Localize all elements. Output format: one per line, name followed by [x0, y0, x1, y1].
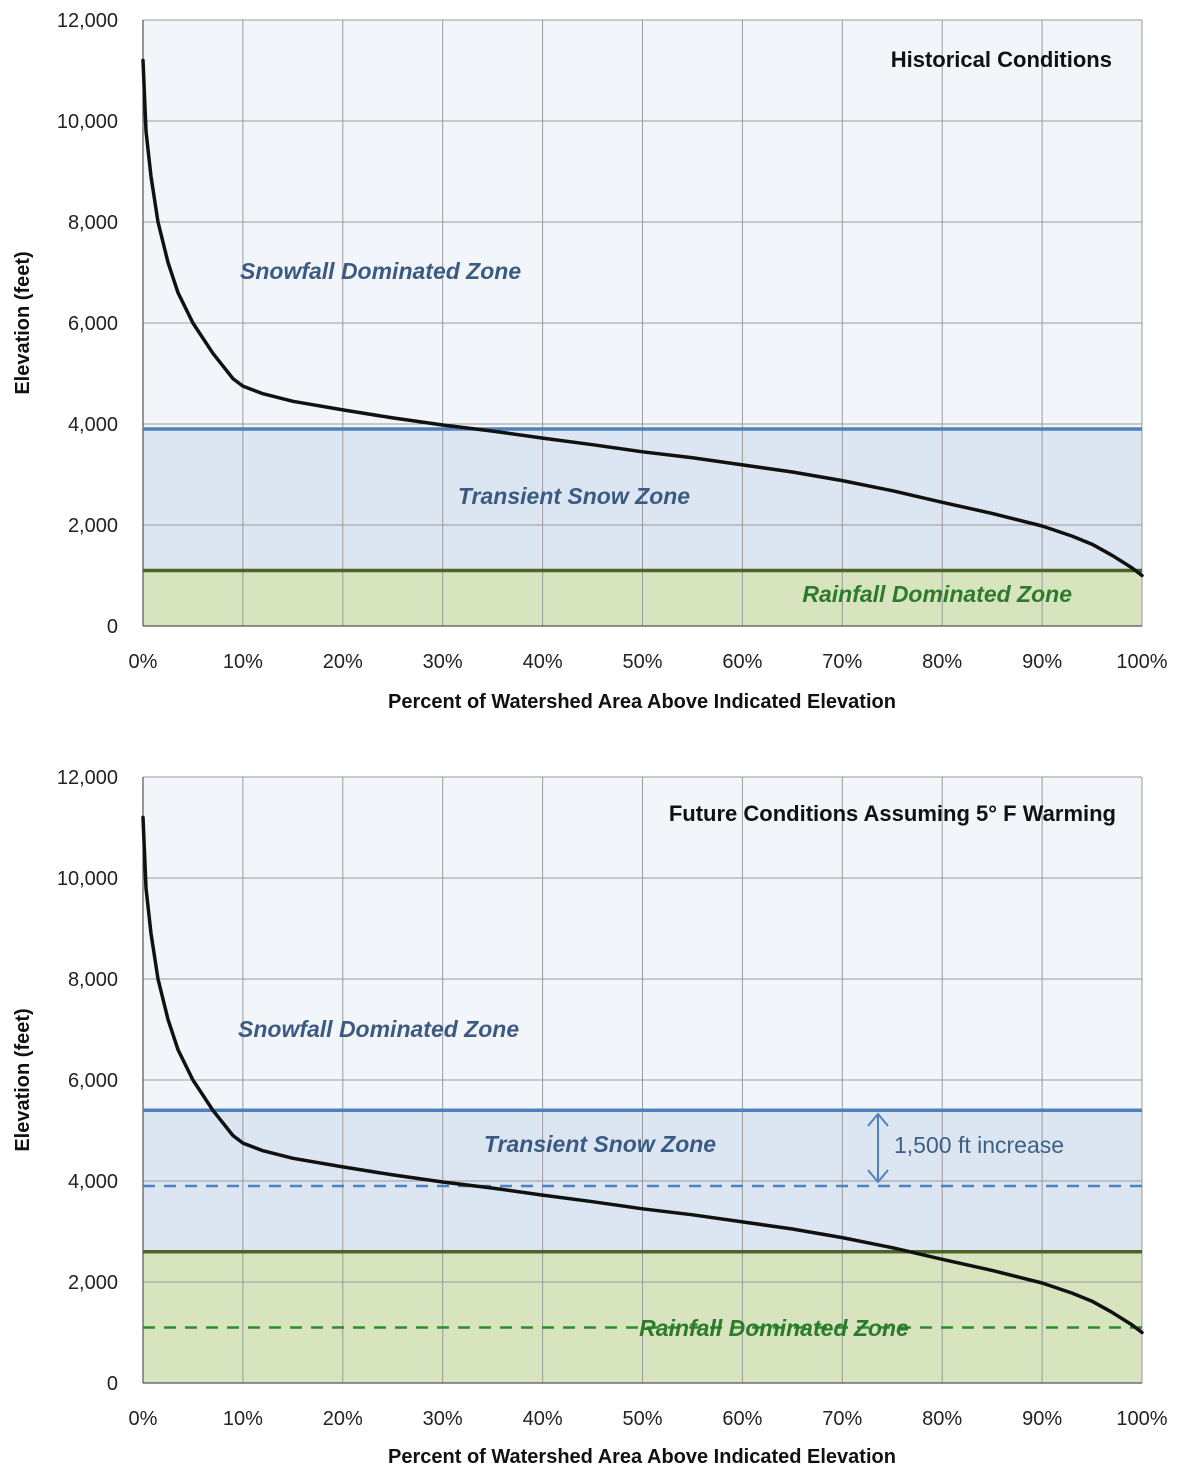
- y-tick-label: 0: [107, 616, 118, 638]
- x-tick-label: 30%: [423, 651, 463, 673]
- y-tick-label: 12,000: [57, 10, 118, 32]
- chart-title: Historical Conditions: [891, 47, 1112, 72]
- x-tick-label: 30%: [423, 1408, 463, 1430]
- y-tick-label: 6,000: [68, 313, 118, 335]
- x-tick-label: 80%: [922, 651, 962, 673]
- x-tick-label: 60%: [722, 1408, 762, 1430]
- y-axis-label: Elevation (feet): [12, 251, 34, 394]
- y-tick-label: 12,000: [57, 767, 118, 789]
- x-tick-label: 50%: [622, 1408, 662, 1430]
- x-tick-label: 90%: [1022, 1408, 1062, 1430]
- y-tick-label: 8,000: [68, 969, 118, 991]
- y-tick-label: 2,000: [68, 1272, 118, 1294]
- x-tick-label: 100%: [1116, 1408, 1167, 1430]
- y-tick-label: 2,000: [68, 515, 118, 537]
- y-tick-label: 10,000: [57, 868, 118, 890]
- zone-label-rainfall: Rainfall Dominated Zone: [639, 1315, 909, 1341]
- x-tick-label: 0%: [129, 651, 158, 673]
- zone-label-snowfall: Snowfall Dominated Zone: [240, 258, 521, 284]
- y-tick-label: 10,000: [57, 111, 118, 133]
- hypsometric-curve-line: [141, 58, 1144, 578]
- x-axis-label: Percent of Watershed Area Above Indicate…: [388, 1446, 896, 1468]
- chart-title: Future Conditions Assuming 5° F Warming: [669, 801, 1116, 826]
- x-tick-label: 40%: [523, 651, 563, 673]
- x-tick-label: 70%: [822, 1408, 862, 1430]
- y-tick-label: 6,000: [68, 1070, 118, 1092]
- x-tick-label: 80%: [922, 1408, 962, 1430]
- x-tick-label: 20%: [323, 651, 363, 673]
- y-tick-label: 0: [107, 1373, 118, 1395]
- zone-label-transient: Transient Snow Zone: [458, 483, 690, 509]
- x-tick-label: 10%: [223, 651, 263, 673]
- x-tick-label: 10%: [223, 1408, 263, 1430]
- zone-label-rainfall: Rainfall Dominated Zone: [802, 581, 1072, 607]
- y-tick-label: 4,000: [68, 1171, 118, 1193]
- historical-chart-panel: 0% 10% 20% 30% 40% 50% 60% 70% 80% 90% 100% 0 2,000 4…: [12, 10, 1168, 713]
- x-tick-label: 60%: [722, 651, 762, 673]
- x-tick-label: 90%: [1022, 651, 1062, 673]
- increase-annotation: 1,500 ft increase: [894, 1132, 1064, 1158]
- y-tick-label: 8,000: [68, 212, 118, 234]
- increase-arrow: [867, 1112, 889, 1184]
- zone-label-transient: Transient Snow Zone: [484, 1131, 716, 1157]
- x-axis-label: Percent of Watershed Area Above Indicate…: [388, 691, 896, 713]
- y-axis-label: Elevation (feet): [12, 1008, 34, 1151]
- zone-label-snowfall: Snowfall Dominated Zone: [238, 1016, 519, 1042]
- hypsometric-curve-line: [141, 815, 1144, 1335]
- x-tick-label: 40%: [523, 1408, 563, 1430]
- x-tick-label: 0%: [129, 1408, 158, 1430]
- x-tick-label: 20%: [323, 1408, 363, 1430]
- x-tick-label: 100%: [1116, 651, 1167, 673]
- x-tick-label: 50%: [622, 651, 662, 673]
- x-tick-label: 70%: [822, 651, 862, 673]
- future-chart-panel: 0% 10% 20% 30% 40% 50% 60% 70% 80% 90% 100% 0 2,000 4…: [12, 767, 1168, 1468]
- y-tick-label: 4,000: [68, 414, 118, 436]
